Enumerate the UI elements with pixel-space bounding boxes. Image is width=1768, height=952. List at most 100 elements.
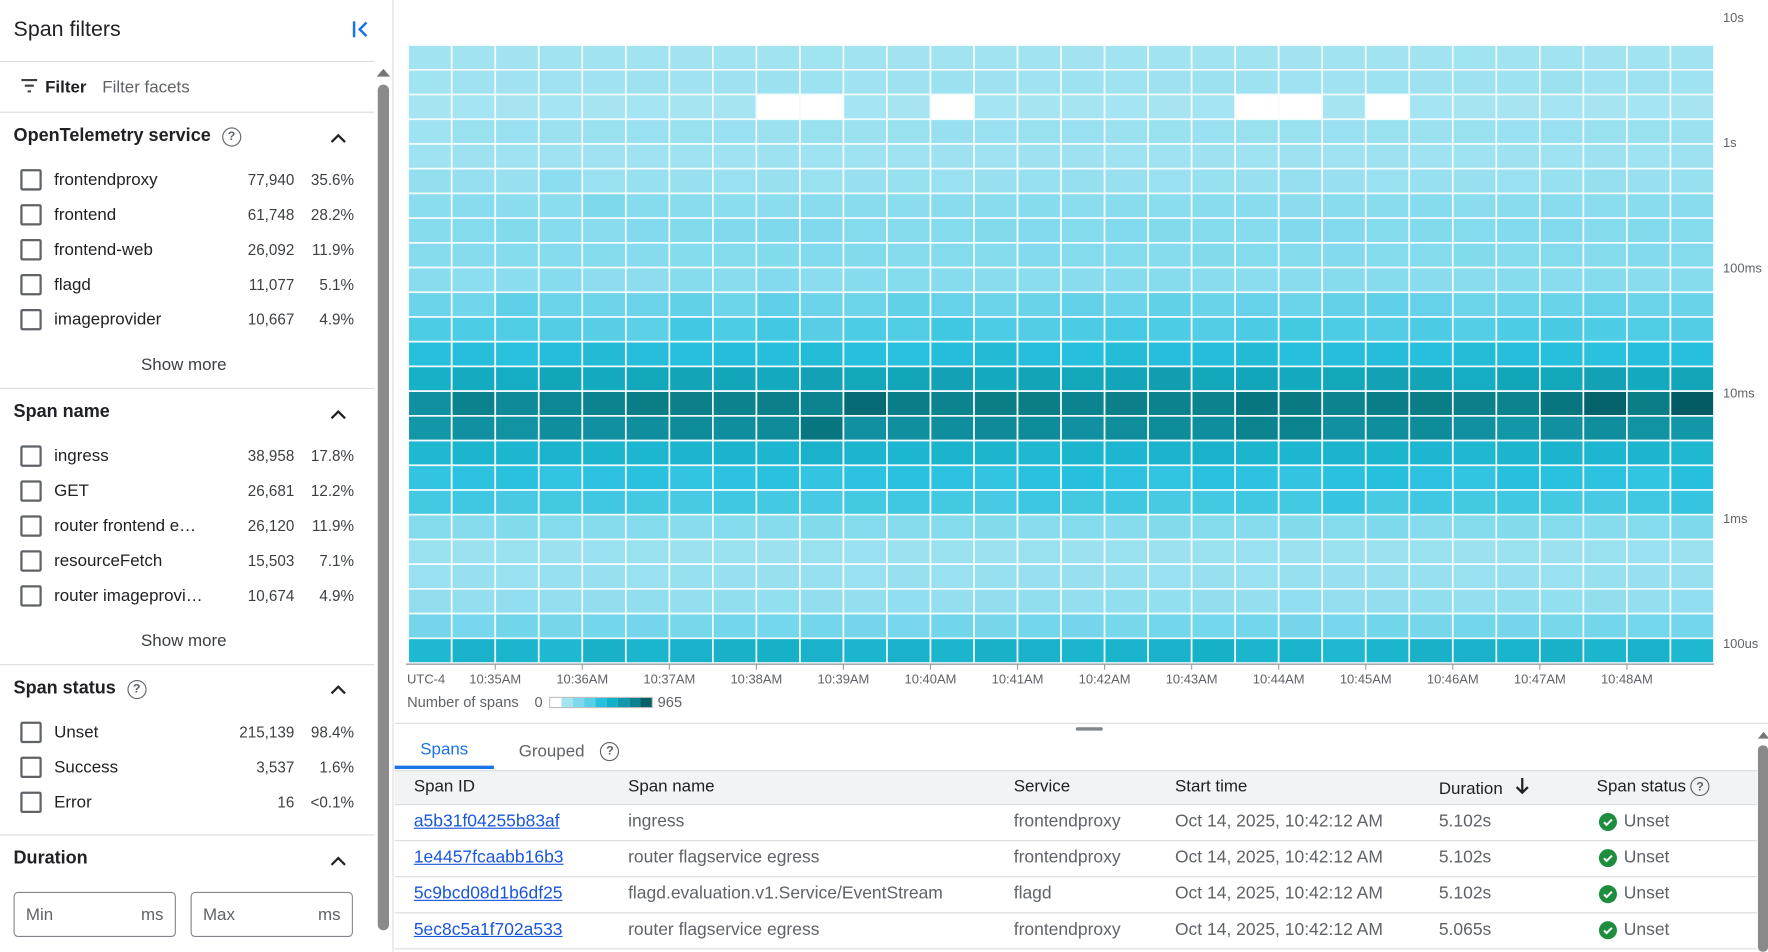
heatmap-cell[interactable] <box>1451 538 1498 566</box>
heatmap-cell[interactable] <box>842 538 888 566</box>
heatmap-cell[interactable] <box>1147 266 1193 294</box>
heatmap-cell[interactable] <box>1669 241 1715 269</box>
heatmap-cell[interactable] <box>1408 637 1454 664</box>
heatmap-cell[interactable] <box>1408 538 1454 566</box>
heatmap-cell[interactable] <box>1669 415 1715 442</box>
heatmap-cell[interactable] <box>1321 588 1367 615</box>
heatmap-cell[interactable] <box>1060 637 1106 664</box>
heatmap-cell[interactable] <box>1103 44 1149 71</box>
heatmap-cell[interactable] <box>973 241 1019 269</box>
heatmap-cell[interactable] <box>1234 118 1280 145</box>
heatmap-cell[interactable] <box>1321 340 1367 368</box>
heatmap-cell[interactable] <box>668 513 714 541</box>
heatmap-cell[interactable] <box>1103 415 1149 442</box>
heatmap-cell[interactable] <box>799 390 845 417</box>
heatmap-cell[interactable] <box>1539 563 1585 590</box>
heatmap-cell[interactable] <box>1451 316 1498 343</box>
heatmap-cell[interactable] <box>1147 538 1193 566</box>
heatmap-cell[interactable] <box>973 266 1019 294</box>
heatmap-cell[interactable] <box>1582 340 1628 368</box>
heatmap-cell[interactable] <box>1539 266 1585 294</box>
heatmap-cell[interactable] <box>537 637 584 664</box>
heatmap-cell[interactable] <box>973 143 1019 170</box>
heatmap-cell[interactable] <box>1408 118 1454 145</box>
heatmap-cell[interactable] <box>1147 464 1193 491</box>
heatmap-cell[interactable] <box>668 612 714 640</box>
heatmap-cell[interactable] <box>1277 513 1324 541</box>
heatmap-cell[interactable] <box>1669 365 1715 392</box>
heatmap-cell[interactable] <box>973 192 1019 219</box>
heatmap-cell[interactable] <box>1321 415 1367 442</box>
heatmap-cell[interactable] <box>886 612 932 640</box>
heatmap-cell[interactable] <box>1539 464 1585 491</box>
heatmap-cell[interactable] <box>407 291 453 318</box>
heatmap-cell[interactable] <box>1321 513 1367 541</box>
heatmap-cell[interactable] <box>1669 464 1715 491</box>
heatmap-cell[interactable] <box>494 390 540 417</box>
facet-item[interactable]: frontend 61,748 28.2% <box>20 201 354 228</box>
heatmap-cell[interactable] <box>537 340 584 368</box>
heatmap-cell[interactable] <box>581 167 627 195</box>
heatmap-cell[interactable] <box>1016 538 1062 566</box>
heatmap-cell[interactable] <box>973 340 1019 368</box>
heatmap-cell[interactable] <box>1451 390 1498 417</box>
heatmap-cell[interactable] <box>1277 291 1324 318</box>
table-row[interactable] <box>394 913 1757 950</box>
heatmap-cell[interactable] <box>929 266 975 294</box>
heatmap-cell[interactable] <box>494 192 540 219</box>
heatmap-cell[interactable] <box>1060 68 1106 96</box>
column-header-span-status[interactable]: Span status? <box>1597 776 1710 797</box>
heatmap-cell[interactable] <box>1495 266 1541 294</box>
heatmap-cell[interactable] <box>1669 340 1715 368</box>
heatmap-cell[interactable] <box>712 365 758 392</box>
heatmap-cell[interactable] <box>755 143 801 170</box>
heatmap-cell[interactable] <box>1626 464 1672 491</box>
heatmap-cell[interactable] <box>1408 192 1454 219</box>
heatmap-cell[interactable] <box>1060 143 1106 170</box>
heatmap-cell[interactable] <box>1016 118 1062 145</box>
heatmap-cell[interactable] <box>581 390 627 417</box>
heatmap-cell[interactable] <box>624 291 671 318</box>
heatmap-cell[interactable] <box>1190 538 1237 566</box>
heatmap-cell[interactable] <box>755 637 801 664</box>
heatmap-cell[interactable] <box>1277 44 1324 71</box>
heatmap-cell[interactable] <box>1147 68 1193 96</box>
heatmap-cell[interactable] <box>1103 241 1149 269</box>
heatmap-cell[interactable] <box>450 44 497 71</box>
heatmap-cell[interactable] <box>407 390 453 417</box>
heatmap-cell[interactable] <box>929 365 975 392</box>
heatmap-cell[interactable] <box>799 217 845 244</box>
heatmap-cell[interactable] <box>537 266 584 294</box>
heatmap-cell[interactable] <box>1277 217 1324 244</box>
heatmap-cell[interactable] <box>1582 266 1628 294</box>
heatmap-cell[interactable] <box>1190 489 1237 516</box>
heatmap-cell[interactable] <box>1539 538 1585 566</box>
heatmap-cell[interactable] <box>494 340 540 368</box>
heatmap-cell[interactable] <box>450 93 497 121</box>
heatmap-cell[interactable] <box>1190 513 1237 541</box>
heatmap-cell[interactable] <box>1582 241 1628 269</box>
heatmap-cell[interactable] <box>1582 538 1628 566</box>
heatmap-cell[interactable] <box>1408 439 1454 467</box>
heatmap-cell[interactable] <box>973 439 1019 467</box>
heatmap-cell[interactable] <box>929 390 975 417</box>
heatmap-cell[interactable] <box>407 464 453 491</box>
heatmap-cell[interactable] <box>1364 563 1411 590</box>
heatmap-cell[interactable] <box>886 167 932 195</box>
heatmap-cell[interactable] <box>1147 316 1193 343</box>
heatmap-cell[interactable] <box>1364 365 1411 392</box>
heatmap-cell[interactable] <box>1234 588 1280 615</box>
heatmap-cell[interactable] <box>407 217 453 244</box>
heatmap-cell[interactable] <box>450 266 497 294</box>
heatmap-cell[interactable] <box>1626 93 1672 121</box>
heatmap-cell[interactable] <box>537 365 584 392</box>
checkbox[interactable] <box>20 444 42 467</box>
heatmap-cell[interactable] <box>450 390 497 417</box>
heatmap-cell[interactable] <box>842 241 888 269</box>
checkbox[interactable] <box>20 238 42 260</box>
heatmap-cell[interactable] <box>1060 266 1106 294</box>
heatmap-cell[interactable] <box>973 68 1019 96</box>
heatmap-cell[interactable] <box>1234 513 1280 541</box>
heatmap-cell[interactable] <box>1495 68 1541 96</box>
heatmap-cell[interactable] <box>886 365 932 392</box>
